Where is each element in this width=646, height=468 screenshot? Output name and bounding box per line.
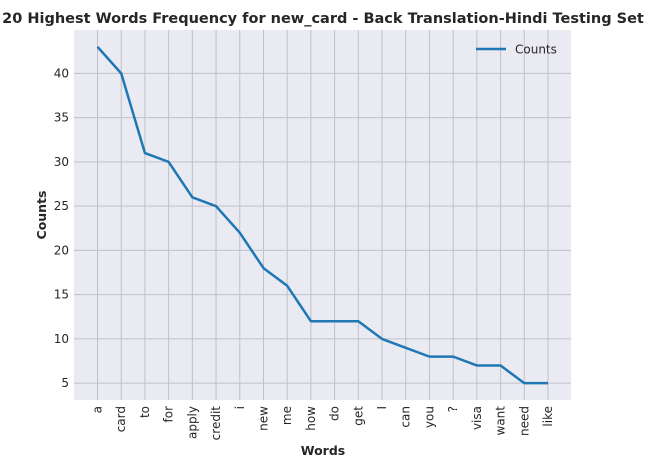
y-tick-label: 5 <box>61 376 69 390</box>
y-tick-label: 35 <box>54 111 69 125</box>
y-tick-label: 40 <box>54 66 69 80</box>
x-tick-label: I <box>375 406 389 410</box>
y-axis-ticks: 5 10 15 20 25 30 35 40 <box>54 66 69 390</box>
x-tick-label: like <box>541 406 555 427</box>
legend-label: Counts <box>515 43 557 57</box>
x-axis-label: Words <box>301 443 345 458</box>
x-tick-label: a <box>91 406 105 413</box>
y-tick-label: 30 <box>54 155 69 169</box>
x-tick-label: you <box>422 406 436 428</box>
x-tick-label: me <box>280 406 294 425</box>
grid-lines <box>74 30 571 400</box>
x-tick-label: new <box>256 406 270 431</box>
x-tick-label: card <box>114 406 128 432</box>
y-tick-label: 25 <box>54 199 69 213</box>
x-tick-label: visa <box>470 406 484 430</box>
legend: Counts <box>476 43 557 57</box>
x-tick-label: can <box>399 406 413 428</box>
y-axis-label: Counts <box>34 191 49 240</box>
x-tick-label: credit <box>209 406 223 441</box>
series-layer <box>96 45 549 385</box>
series-line <box>96 45 548 385</box>
x-tick-label: how <box>304 406 318 431</box>
y-tick-label: 15 <box>54 288 69 302</box>
x-tick-label: get <box>351 406 365 426</box>
x-tick-label: for <box>162 406 176 423</box>
x-tick-label: do <box>328 406 342 421</box>
x-tick-label: apply <box>185 406 199 439</box>
x-tick-label: ? <box>446 406 460 412</box>
y-tick-label: 10 <box>54 332 69 346</box>
x-tick-label: need <box>517 406 531 436</box>
x-tick-label: want <box>494 406 508 436</box>
y-tick-label: 20 <box>54 243 69 257</box>
chart-title: 20 Highest Words Frequency for new_card … <box>2 11 644 27</box>
plot-area <box>74 30 571 400</box>
x-tick-label: i <box>233 406 247 409</box>
x-tick-label: to <box>138 406 152 418</box>
